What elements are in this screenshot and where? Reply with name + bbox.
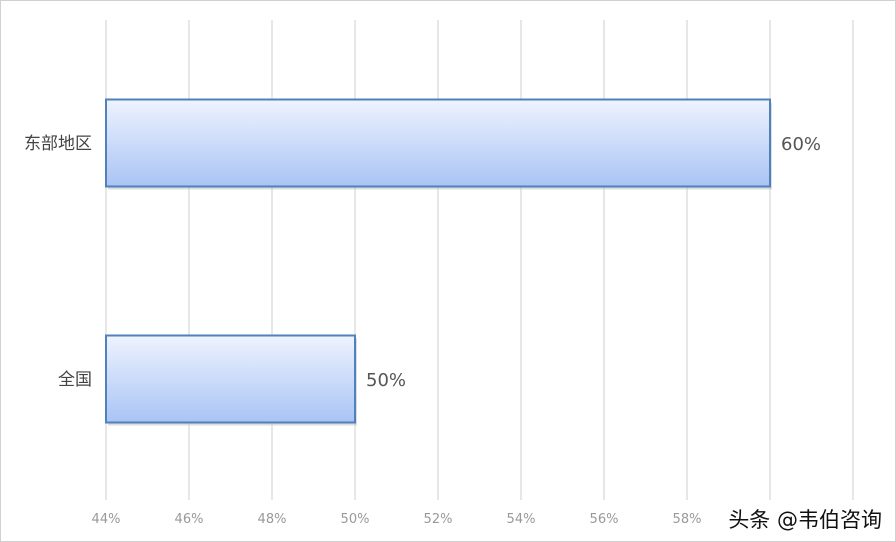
x-tick-label: 54% xyxy=(507,512,536,527)
category-label: 东部地区 xyxy=(24,134,92,154)
x-tick-label: 52% xyxy=(424,512,453,527)
bar-1 xyxy=(105,334,356,424)
x-tick-label: 50% xyxy=(341,512,370,527)
data-label: 50% xyxy=(366,370,406,391)
watermark: 头条 @韦伯咨询 xyxy=(728,508,882,532)
x-tick-label: 46% xyxy=(175,512,204,527)
x-tick-label: 58% xyxy=(673,512,702,527)
data-label: 60% xyxy=(781,134,821,155)
x-tick-label: 44% xyxy=(92,512,121,527)
category-label: 全国 xyxy=(58,370,92,390)
bar-0 xyxy=(105,98,771,188)
x-tick-label: 56% xyxy=(590,512,619,527)
x-tick-label: 48% xyxy=(258,512,287,527)
